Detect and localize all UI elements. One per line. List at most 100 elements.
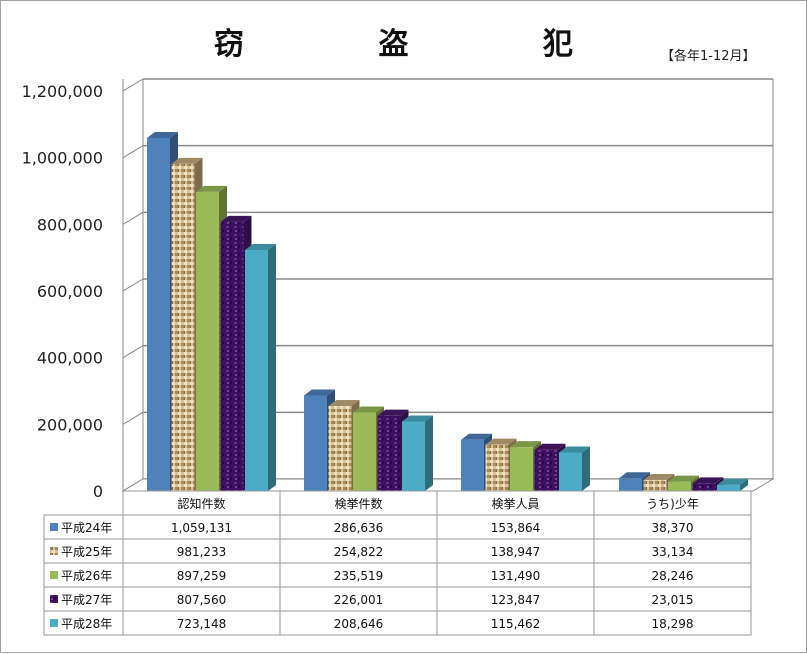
legend-label: 平成25年 bbox=[61, 545, 112, 559]
bar bbox=[717, 478, 748, 491]
data-label: 286,636 bbox=[334, 521, 384, 535]
bar-front bbox=[220, 221, 244, 491]
bar-top bbox=[619, 472, 650, 479]
data-label: 723,148 bbox=[177, 617, 227, 631]
data-label: 254,822 bbox=[334, 545, 384, 559]
data-label: 38,370 bbox=[652, 521, 694, 535]
bar-top bbox=[534, 443, 566, 450]
y-tick-label: 0 bbox=[93, 482, 103, 501]
bar-top bbox=[353, 406, 384, 413]
bar-front bbox=[485, 444, 509, 491]
category-label: 認知件数 bbox=[177, 496, 225, 511]
data-label: 123,847 bbox=[491, 593, 541, 607]
data-label: 115,462 bbox=[491, 617, 541, 631]
bar-top bbox=[147, 131, 178, 138]
gridline-side bbox=[122, 345, 144, 359]
category-label: うち)少年 bbox=[646, 497, 699, 511]
bar-front bbox=[510, 447, 533, 491]
data-label: 226,001 bbox=[334, 593, 384, 607]
bar bbox=[245, 243, 276, 491]
y-tick-label: 200,000 bbox=[37, 415, 103, 434]
bar bbox=[559, 446, 590, 491]
data-label: 897,259 bbox=[177, 569, 227, 583]
bar-top bbox=[717, 478, 748, 485]
legend-label: 平成26年 bbox=[61, 569, 112, 583]
y-tick-label: 1,000,000 bbox=[22, 149, 103, 168]
bar-front bbox=[353, 412, 376, 491]
chart-title: 窃 盗 犯 bbox=[214, 27, 635, 62]
bar-side bbox=[582, 446, 590, 491]
bar-top bbox=[668, 475, 699, 482]
bar-top bbox=[461, 433, 492, 440]
legend-swatch bbox=[50, 619, 58, 627]
bar-top bbox=[220, 215, 252, 222]
gridline-side bbox=[122, 411, 144, 425]
gridline-side bbox=[122, 278, 144, 292]
gridline-side bbox=[122, 211, 144, 225]
gridline-side bbox=[122, 145, 144, 159]
bar-top bbox=[559, 446, 590, 453]
legend-swatch bbox=[50, 571, 58, 579]
bar-front bbox=[668, 481, 691, 491]
bar-top bbox=[377, 409, 409, 416]
bar-front bbox=[619, 478, 642, 491]
bar-top bbox=[692, 477, 724, 484]
bar-top bbox=[328, 400, 360, 407]
data-label: 18,298 bbox=[652, 617, 694, 631]
data-label: 1,059,131 bbox=[171, 521, 232, 535]
bar-front bbox=[171, 163, 195, 491]
data-label: 131,490 bbox=[491, 569, 541, 583]
bar-side bbox=[740, 478, 748, 491]
table-body bbox=[43, 514, 752, 636]
legend-swatch bbox=[50, 595, 58, 603]
legend-label: 平成27年 bbox=[61, 593, 112, 607]
data-label: 153,864 bbox=[491, 521, 541, 535]
bar-side bbox=[268, 243, 276, 491]
y-tick-label: 800,000 bbox=[37, 215, 103, 234]
gridline-side bbox=[122, 78, 144, 92]
bar-front bbox=[147, 137, 170, 491]
bar-front bbox=[534, 449, 558, 491]
bar-front bbox=[402, 421, 425, 491]
bar-top bbox=[196, 185, 227, 192]
bar-side bbox=[425, 415, 433, 491]
bar-front bbox=[245, 249, 268, 491]
bar-top bbox=[643, 473, 675, 480]
legend-swatch bbox=[50, 523, 58, 531]
bar-front bbox=[196, 191, 219, 491]
y-tick-label: 400,000 bbox=[37, 349, 103, 368]
legend-label: 平成28年 bbox=[61, 617, 112, 631]
bar bbox=[402, 415, 433, 491]
bar-top bbox=[510, 441, 541, 448]
data-label: 33,134 bbox=[652, 545, 694, 559]
legend-label: 平成24年 bbox=[61, 521, 112, 535]
y-tick-label: 600,000 bbox=[37, 282, 103, 301]
data-label: 981,233 bbox=[177, 545, 227, 559]
bar-top bbox=[304, 389, 335, 396]
bar-front bbox=[643, 479, 667, 491]
data-label: 23,015 bbox=[652, 593, 694, 607]
category-label: 検挙人員 bbox=[491, 497, 539, 511]
data-label: 138,947 bbox=[491, 545, 541, 559]
category-label: 検挙件数 bbox=[334, 496, 382, 511]
period-note: 【各年1-12月】 bbox=[661, 49, 756, 64]
data-label: 208,646 bbox=[334, 617, 384, 631]
bar-front bbox=[461, 439, 484, 491]
y-tick-label: 1,200,000 bbox=[22, 82, 103, 101]
bar-front bbox=[328, 406, 352, 491]
bar-top bbox=[402, 415, 433, 422]
bar-front bbox=[304, 395, 327, 491]
bar-front bbox=[717, 484, 740, 491]
bar-front bbox=[692, 483, 716, 491]
bar-front bbox=[377, 415, 401, 491]
data-label: 28,246 bbox=[652, 569, 694, 583]
bar-top bbox=[171, 157, 203, 164]
data-label: 235,519 bbox=[334, 569, 384, 583]
bar-top bbox=[485, 438, 517, 445]
legend-swatch bbox=[50, 547, 58, 555]
data-label: 807,560 bbox=[177, 593, 227, 607]
bar-top bbox=[245, 243, 276, 250]
bar-front bbox=[559, 452, 582, 491]
